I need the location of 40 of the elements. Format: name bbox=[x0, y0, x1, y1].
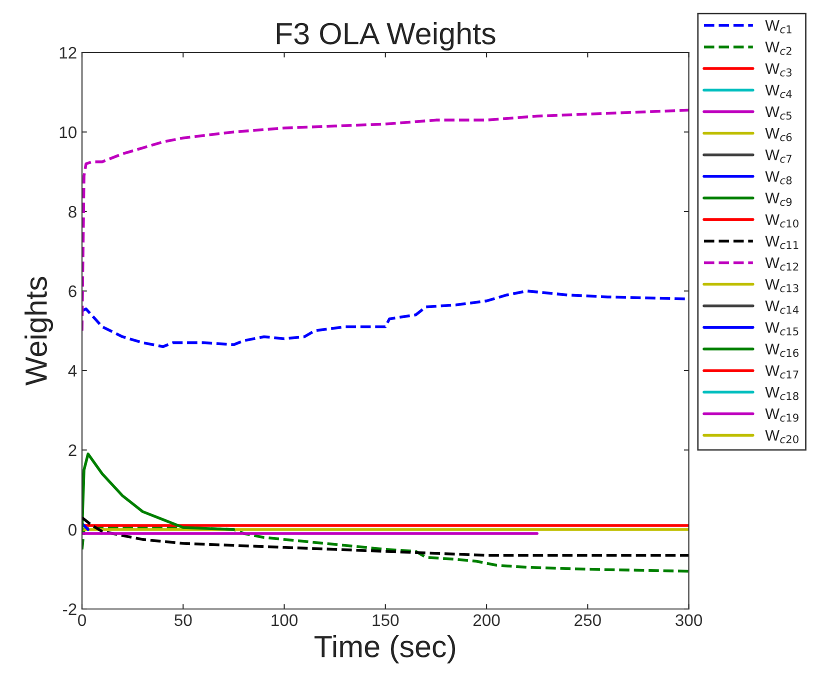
legend-label: W$_{c12}$ bbox=[765, 258, 798, 271]
x-tick-label: 50 bbox=[174, 614, 192, 626]
legend-label: W$_{c1}$ bbox=[765, 20, 792, 34]
x-tick-label: 0 bbox=[78, 614, 86, 626]
legend-label: W$_{c17}$ bbox=[765, 365, 798, 379]
x-tick-label: 300 bbox=[676, 614, 702, 626]
legend-label: W$_{c18}$ bbox=[765, 386, 798, 400]
legend-label: W$_{c9}$ bbox=[765, 192, 792, 206]
legend-label: W$_{c14}$ bbox=[765, 300, 799, 314]
x-tick-label: 150 bbox=[372, 614, 399, 626]
y-axis-title: Weights bbox=[24, 276, 54, 386]
chart-title: F3 OLA Weights bbox=[276, 22, 496, 51]
y-tick-label: 0 bbox=[68, 524, 76, 536]
y-tick-label: 8 bbox=[68, 206, 76, 218]
legend-label: W$_{c6}$ bbox=[765, 128, 792, 142]
y-tick-label: -2 bbox=[63, 603, 76, 616]
legend-label: W$_{c19}$ bbox=[765, 408, 798, 422]
y-tick-label: 10 bbox=[60, 126, 76, 138]
legend-label: W$_{c11}$ bbox=[765, 236, 798, 250]
y-tick-label: 4 bbox=[68, 365, 77, 377]
x-tick-label: 100 bbox=[272, 614, 298, 626]
y-tick-label: 6 bbox=[68, 285, 76, 298]
legend-label: W$_{c4}$ bbox=[765, 84, 792, 98]
x-axis-title: Time (sec) bbox=[314, 634, 456, 664]
legend-label: W$_{c8}$ bbox=[765, 171, 792, 184]
x-tick-label: 200 bbox=[473, 614, 500, 626]
legend-label: W$_{c2}$ bbox=[765, 42, 792, 55]
line-series bbox=[82, 516, 689, 557]
y-tick-label: 12 bbox=[60, 46, 76, 59]
legend-label: W$_{c5}$ bbox=[765, 106, 792, 120]
legend-label: W$_{c20}$ bbox=[765, 430, 798, 444]
line-series bbox=[82, 108, 689, 332]
legend-label: W$_{c7}$ bbox=[765, 150, 792, 163]
x-tick-label: 250 bbox=[574, 614, 601, 626]
legend-label: W$_{c13}$ bbox=[765, 279, 798, 292]
legend-label: W$_{c10}$ bbox=[765, 214, 798, 228]
legend-label: W$_{c3}$ bbox=[765, 63, 792, 77]
y-tick-label: 2 bbox=[68, 444, 76, 456]
legend-label: W$_{c16}$ bbox=[765, 344, 799, 357]
legend-label: W$_{c15}$ bbox=[765, 322, 798, 336]
